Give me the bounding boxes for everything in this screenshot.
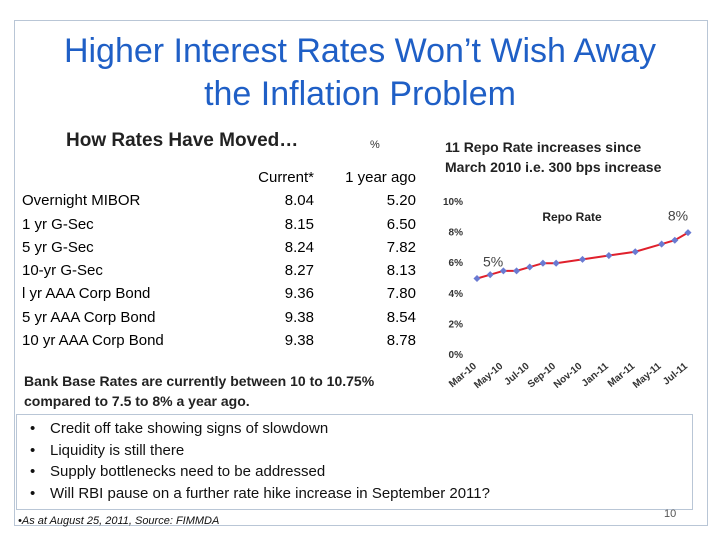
- table-header-row: Current* 1 year ago: [22, 166, 416, 189]
- table-row: 10 yr AAA Corp Bond 9.38 8.78: [22, 329, 416, 352]
- bank-rates-line-1: Bank Base Rates are currently between 10…: [24, 373, 375, 389]
- row-prev: 6.50: [386, 215, 416, 233]
- row-name: 5 yr AAA Corp Bond: [22, 308, 156, 326]
- data-point: [526, 263, 534, 271]
- header-name: [22, 166, 240, 189]
- y-axis: 0% 2% 4% 6% 8% 10%: [443, 197, 463, 361]
- header-prev: 1 year ago: [345, 169, 416, 186]
- data-point: [513, 267, 521, 275]
- title-line-2: the Inflation Problem: [204, 75, 516, 113]
- rates-table: Current* 1 year ago Overnight MIBOR 8.04…: [22, 166, 416, 352]
- row-current: 9.38: [284, 332, 314, 350]
- slide-title: Higher Interest Rates Won’t Wish Away th…: [0, 30, 720, 116]
- data-point: [552, 259, 560, 267]
- x-tick-label: May-11: [631, 361, 664, 391]
- row-current: 8.04: [284, 192, 314, 210]
- row-current: 8.15: [284, 215, 314, 233]
- list-item: Will RBI pause on a further rate hike in…: [28, 483, 490, 505]
- data-point: [631, 248, 639, 256]
- x-tick-label: Jan-11: [580, 361, 611, 390]
- callout-line-1: 11 Repo Rate increases since: [445, 139, 642, 155]
- header-current: Current*: [258, 169, 314, 186]
- data-point: [486, 271, 494, 279]
- repo-callout: 11 Repo Rate increases since March 2010 …: [445, 137, 705, 177]
- bullet-box: [16, 414, 693, 510]
- chart-title: Repo Rate: [542, 210, 602, 224]
- data-point: [684, 229, 692, 237]
- y-tick-label: 10%: [443, 197, 463, 208]
- table-heading: How Rates Have Moved…: [66, 130, 299, 151]
- bullet-list: Credit off take showing signs of slowdow…: [28, 418, 490, 504]
- y-tick-label: 0%: [449, 350, 464, 361]
- data-label: 5%: [483, 254, 503, 270]
- callout-line-2: March 2010 i.e. 300 bps increase: [445, 159, 662, 175]
- row-name: 10-yr G-Sec: [22, 262, 103, 280]
- bank-base-rates-note: Bank Base Rates are currently between 10…: [24, 371, 444, 411]
- series-line: [476, 231, 689, 280]
- x-tick-label: May-10: [472, 361, 505, 392]
- data-point: [539, 259, 547, 267]
- repo-rate-chart: Repo Rate 0% 2% 4% 6% 8% 10% Mar-10May-10Jul-…: [443, 197, 692, 392]
- page-number: 10: [664, 508, 677, 520]
- data-label: 8%: [668, 208, 688, 224]
- table-row: 1 yr G-Sec 8.15 6.50: [22, 213, 416, 236]
- table-row: l yr AAA Corp Bond 9.36 7.80: [22, 282, 416, 305]
- row-prev: 8.54: [386, 308, 416, 326]
- title-line-1: Higher Interest Rates Won’t Wish Away: [63, 32, 657, 70]
- row-current: 9.36: [284, 285, 314, 303]
- x-axis: Mar-10May-10Jul-10Sep-10Nov-10Jan-11Mar-…: [447, 361, 690, 392]
- y-tick-label: 2%: [449, 319, 464, 330]
- row-current: 9.38: [284, 308, 314, 326]
- row-prev: 5.20: [386, 192, 416, 210]
- data-point: [499, 267, 507, 275]
- row-name: Overnight MIBOR: [22, 192, 141, 210]
- data-point: [671, 236, 679, 244]
- row-current: 8.24: [284, 238, 314, 256]
- footnote: •As at August 25, 2011, Source: FIMMDA: [18, 515, 220, 527]
- row-prev: 8.78: [386, 332, 416, 350]
- row-prev: 8.13: [386, 262, 416, 280]
- table-row: 5 yr G-Sec 8.24 7.82: [22, 236, 416, 259]
- list-item: Liquidity is still there: [28, 440, 490, 462]
- data-point: [658, 240, 666, 248]
- row-name: 1 yr G-Sec: [22, 215, 94, 233]
- y-tick-label: 4%: [449, 289, 464, 300]
- y-tick-label: 8%: [449, 228, 464, 239]
- data-point: [605, 252, 613, 260]
- row-current: 8.27: [284, 262, 314, 280]
- table-row: Overnight MIBOR 8.04 5.20: [22, 189, 416, 212]
- row-prev: 7.82: [386, 238, 416, 256]
- row-name: 5 yr G-Sec: [22, 238, 94, 256]
- y-tick-label: 6%: [449, 258, 464, 269]
- table-row: 5 yr AAA Corp Bond 9.38 8.54: [22, 306, 416, 329]
- table-row: 10-yr G-Sec 8.27 8.13: [22, 259, 416, 282]
- row-name: l yr AAA Corp Bond: [22, 285, 151, 303]
- slide-frame: [14, 20, 708, 526]
- list-item: Supply bottlenecks need to be addressed: [28, 461, 490, 483]
- row-name: 10 yr AAA Corp Bond: [22, 332, 164, 350]
- unit-label: %: [370, 139, 380, 151]
- row-prev: 7.80: [386, 285, 416, 303]
- list-item: Credit off take showing signs of slowdow…: [28, 418, 490, 440]
- data-point: [578, 255, 587, 263]
- data-point: [473, 274, 481, 283]
- x-tick-label: Nov-10: [552, 361, 585, 391]
- x-tick-label: Jul-11: [661, 361, 690, 388]
- x-tick-label: Sep-10: [526, 361, 559, 391]
- plot-area: 5% 8%: [473, 208, 692, 283]
- bank-rates-line-2: compared to 7.5 to 8% a year ago.: [24, 393, 250, 409]
